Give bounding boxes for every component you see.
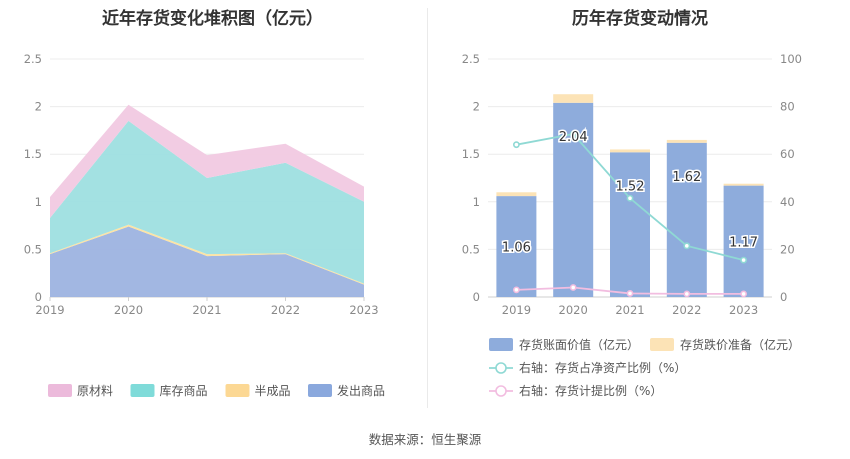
right-y2-tick: 20 bbox=[780, 242, 795, 256]
right-legend-marker-3 bbox=[495, 362, 507, 374]
bar-value-label: 1.52 bbox=[616, 179, 645, 194]
left-legend-label-2: 库存商品 bbox=[160, 383, 208, 398]
left-area-1 bbox=[50, 226, 364, 297]
left-y-tick: 2.5 bbox=[24, 52, 42, 66]
right-y2-tick: 60 bbox=[780, 147, 795, 161]
left-y-tick: 0 bbox=[35, 290, 42, 304]
right-legend-label-2: 存货跌价准备（亿元） bbox=[680, 337, 800, 352]
left-chart-title: 近年存货变化堆积图（亿元） bbox=[102, 9, 323, 29]
line-point-2 bbox=[740, 290, 747, 298]
line-point-1 bbox=[569, 130, 577, 138]
data-source-note: 数据来源：恒生聚源 bbox=[368, 432, 482, 447]
right-y-tick: 2 bbox=[473, 100, 480, 114]
right-y-tick: 2.5 bbox=[462, 52, 480, 66]
bar-impairment bbox=[723, 183, 764, 186]
line-point-1 bbox=[740, 256, 747, 264]
bar-book-value bbox=[610, 152, 650, 297]
right-x-tick: 2020 bbox=[559, 303, 588, 317]
right-x-tick: 2021 bbox=[615, 303, 644, 317]
line-point-2 bbox=[626, 290, 634, 297]
right-legend-label-1: 存货账面价值（亿元） bbox=[519, 337, 639, 352]
left-legend-swatch-3 bbox=[225, 384, 250, 397]
right-chart-title: 历年存货变动情况 bbox=[572, 9, 708, 29]
right-y2-tick: 100 bbox=[780, 52, 802, 66]
right-y2-tick: 0 bbox=[780, 290, 787, 304]
left-legend-swatch-2 bbox=[130, 384, 155, 397]
right-x-tick: 2023 bbox=[729, 303, 758, 317]
bar-impairment bbox=[496, 192, 537, 197]
line-point-2 bbox=[683, 290, 691, 298]
left-legend-swatch-1 bbox=[48, 384, 72, 397]
right-y-tick: 0 bbox=[473, 290, 480, 304]
bar-value-label: 2.04 bbox=[559, 130, 588, 145]
right-y-tick: 1.5 bbox=[462, 147, 480, 161]
right-y2-tick: 40 bbox=[780, 195, 795, 209]
bar-impairment bbox=[610, 149, 650, 153]
left-legend-label-3: 半成品 bbox=[255, 384, 291, 398]
line-point-2 bbox=[569, 284, 577, 291]
bar-value-label: 1.17 bbox=[729, 235, 758, 250]
left-area-4 bbox=[50, 104, 364, 218]
right-legend-marker-4 bbox=[495, 385, 507, 397]
left-x-tick: 2019 bbox=[35, 303, 64, 317]
left-legend-label-4: 发出商品 bbox=[337, 383, 385, 398]
left-legend-label-1: 原材料 bbox=[77, 384, 113, 398]
left-y-tick: 0.5 bbox=[24, 242, 42, 256]
bar-impairment bbox=[553, 94, 594, 103]
left-y-tick: 2 bbox=[35, 100, 42, 114]
bar-impairment bbox=[666, 139, 707, 143]
line-point-1 bbox=[683, 242, 691, 250]
bar-book-value bbox=[723, 185, 764, 297]
line-point-1 bbox=[626, 194, 634, 202]
panel-divider bbox=[427, 8, 428, 408]
right-legend-swatch-2 bbox=[650, 338, 674, 351]
right-y2-tick: 80 bbox=[780, 100, 795, 114]
left-y-tick: 1.5 bbox=[24, 147, 42, 161]
left-x-tick: 2021 bbox=[192, 303, 221, 317]
right-x-tick: 2019 bbox=[502, 303, 531, 317]
right-y-tick: 1 bbox=[473, 195, 480, 209]
right-y-tick: 0.5 bbox=[462, 242, 480, 256]
left-area-2 bbox=[50, 224, 364, 285]
bar-book-value bbox=[666, 142, 707, 297]
left-x-tick: 2020 bbox=[114, 303, 143, 317]
left-x-tick: 2022 bbox=[271, 303, 300, 317]
left-legend-swatch-4 bbox=[308, 384, 332, 397]
line-point-1 bbox=[513, 141, 520, 149]
right-legend-swatch-1 bbox=[489, 338, 513, 351]
right-x-tick: 2022 bbox=[672, 303, 701, 317]
left-area-3 bbox=[50, 120, 364, 284]
line-point-2 bbox=[513, 286, 520, 294]
bar-value-label: 1.06 bbox=[502, 241, 531, 256]
right-legend-label-3: 右轴：存货占净资产比例（%） bbox=[519, 360, 686, 375]
left-y-tick: 1 bbox=[35, 195, 42, 209]
left-x-tick: 2023 bbox=[349, 303, 378, 317]
right-legend-label-4: 右轴：存货计提比例（%） bbox=[519, 383, 662, 398]
bar-value-label: 1.62 bbox=[672, 170, 701, 185]
bar-book-value bbox=[496, 196, 537, 297]
